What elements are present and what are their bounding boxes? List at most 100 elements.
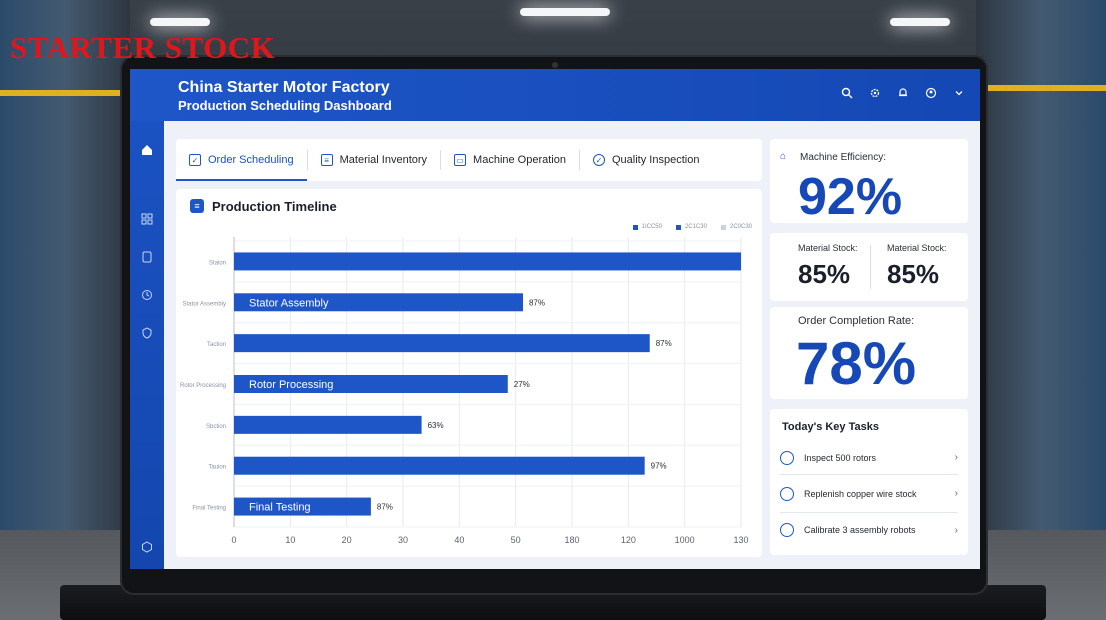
x-tick-label: 40 (454, 535, 464, 545)
yellow-railing-right (988, 85, 1106, 91)
efficiency-card: ⌂ Machine Efficiency: 92% (770, 139, 968, 226)
ceiling-light (150, 18, 210, 26)
tab-divider (440, 150, 442, 170)
stock-label-2: Material Stock: (887, 243, 947, 253)
tab-label: Order Scheduling (208, 154, 294, 166)
header-icons (840, 86, 966, 100)
tab-label: Machine Operation (473, 154, 566, 166)
data-label: 87% (377, 503, 393, 512)
bar-text: Final Testing (249, 502, 311, 514)
ceiling-light (890, 18, 950, 26)
settings-icon[interactable] (868, 86, 882, 100)
y-category-label: Sbction (206, 424, 226, 430)
task-item[interactable]: Calibrate 3 assembly robots › (780, 513, 958, 547)
efficiency-icon: ⌂ (780, 151, 787, 162)
material-stock-card: Material Stock: 85% Material Stock: 85% (770, 233, 968, 301)
stock-label-1: Material Stock: (798, 243, 858, 253)
home-icon[interactable] (139, 143, 155, 159)
x-tick-label: 30 (398, 535, 408, 545)
dashboard-screen: China Starter Motor Factory Production S… (130, 69, 980, 569)
stock-divider (870, 245, 871, 289)
legend-item: 2C0C30 (720, 224, 752, 230)
bar (234, 456, 645, 475)
y-category-label: Staion (209, 260, 226, 266)
bar-text: Rotor Processing (249, 379, 333, 391)
app-header: China Starter Motor Factory Production S… (130, 69, 980, 121)
completion-value: 78% (796, 330, 917, 397)
key-tasks-card: Today's Key Tasks Inspect 500 rotors › R… (770, 409, 968, 555)
task-item[interactable]: Inspect 500 rotors › (780, 441, 958, 475)
legend-item: 2C1C30 (675, 224, 707, 230)
tab-label: Quality Inspection (612, 154, 700, 166)
shield-icon[interactable] (139, 327, 155, 343)
task-item[interactable]: Replenish copper wire stock › (780, 475, 958, 513)
bar (234, 415, 422, 434)
x-tick-label: 130 (733, 535, 748, 545)
x-tick-label: 50 (511, 535, 521, 545)
tab-label: Material Inventory (339, 154, 428, 166)
task-text: Inspect 500 rotors (804, 452, 877, 463)
clock-icon[interactable] (139, 289, 155, 305)
checkbox-icon: ✓ (189, 154, 201, 166)
sidebar (130, 121, 164, 569)
x-tick-label: 1000 (675, 535, 695, 545)
factory-background-right (976, 0, 1106, 620)
stock-value-2: 85% (887, 259, 940, 289)
search-icon[interactable] (840, 86, 854, 100)
tab-order-scheduling[interactable]: ✓ Order Scheduling (176, 139, 307, 181)
bar (234, 252, 741, 271)
tab-bar: ✓ Order Scheduling ≡ Material Inventory … (176, 139, 762, 181)
y-category-label: Stator Assembly (183, 301, 226, 307)
grid-icon[interactable] (139, 213, 155, 229)
data-label: 63% (428, 421, 444, 430)
inventory-icon: ≡ (320, 154, 333, 166)
y-category-label: Tauion (208, 465, 226, 471)
x-tick-label: 10 (285, 535, 295, 545)
bar (234, 497, 371, 516)
panel-title: Production Timeline (212, 199, 337, 214)
chevron-down-icon[interactable] (952, 86, 966, 100)
x-tick-label: 180 (564, 535, 579, 545)
tab-quality-inspection[interactable]: ✓ Quality Inspection (580, 139, 712, 181)
x-tick-label: 120 (621, 535, 636, 545)
y-category-label: Rotor Processing (180, 383, 226, 389)
factory-background-left (0, 0, 130, 620)
list-icon: ≡ (190, 199, 204, 213)
timeline-chart: 0 10 20 30 40 50 180 120 1000 130 Staion Stator Ass… (180, 237, 749, 545)
machine-icon: ▭ (454, 154, 467, 166)
document-icon[interactable] (139, 251, 155, 267)
notification-icon[interactable] (896, 86, 910, 100)
webcam (552, 62, 558, 68)
bar (234, 293, 523, 312)
order-completion-card: Order Completion Rate: 78% (770, 307, 968, 399)
tab-divider (306, 150, 308, 170)
laptop: China Starter Motor Factory Production S… (120, 55, 988, 595)
production-timeline-panel: ≡ Production Timeline 1ICC50 2C1C30 2C0C… (176, 189, 762, 557)
data-label: 97% (651, 462, 667, 471)
user-avatar-icon[interactable] (924, 86, 938, 100)
refresh-icon (780, 450, 794, 465)
bar-text: Stator Assembly (249, 297, 329, 309)
task-text: Replenish copper wire stock (804, 488, 917, 499)
data-label: 27% (514, 380, 530, 389)
completion-label: Order Completion Rate: (798, 315, 915, 327)
yellow-railing-left (0, 90, 120, 96)
tasks-title: Today's Key Tasks (782, 421, 879, 433)
data-label: 87% (529, 298, 545, 307)
chevron-right-icon: › (954, 452, 958, 463)
chevron-right-icon: › (954, 524, 958, 536)
chart-legend: 1ICC50 2C1C30 2C0C30 (632, 224, 752, 230)
shield-check-icon: ✓ (593, 154, 605, 166)
x-tick-label: 20 (342, 535, 352, 545)
tab-material-inventory[interactable]: ≡ Material Inventory (308, 139, 440, 181)
legend-item: 1ICC50 (632, 224, 662, 230)
tab-machine-operation[interactable]: ▭ Machine Operation (441, 139, 579, 181)
ceiling-light (520, 8, 610, 16)
bar (234, 334, 650, 353)
efficiency-value: 92% (798, 168, 903, 226)
settings-hex-icon[interactable] (139, 541, 155, 557)
stock-value-1: 85% (798, 259, 851, 289)
tab-divider (579, 150, 580, 170)
x-tick-label: 0 (231, 535, 236, 545)
data-label: 87% (656, 339, 672, 348)
